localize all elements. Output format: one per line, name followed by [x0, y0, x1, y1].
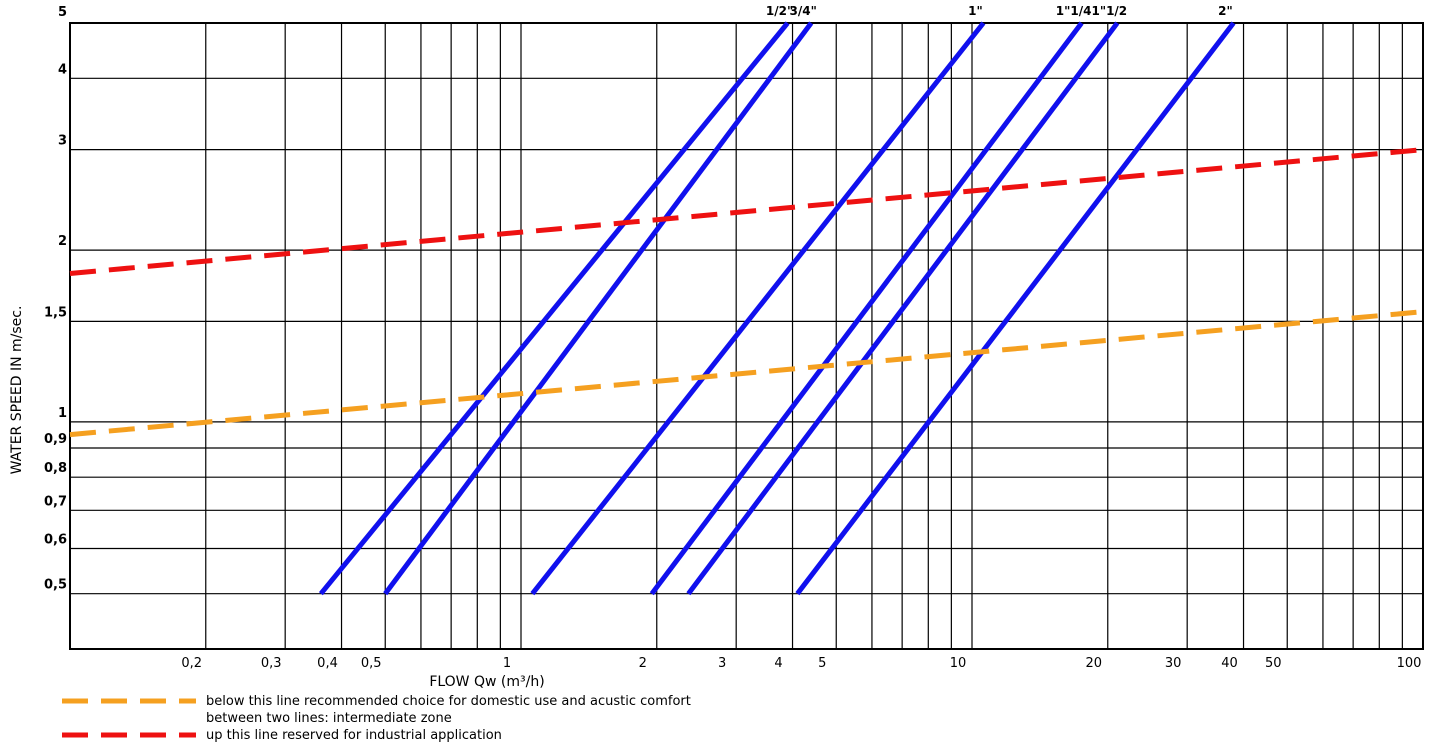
y-tick-label: 2	[58, 234, 67, 249]
y-tick-label: 0,8	[44, 461, 67, 476]
x-tick-label: 0,2	[181, 656, 202, 671]
x-tick-label: 10	[950, 656, 967, 671]
pipe-size-label: 1/2"	[766, 4, 793, 18]
x-tick-label: 40	[1221, 656, 1238, 671]
x-tick-label: 20	[1085, 656, 1102, 671]
y-tick-label: 0,5	[44, 578, 67, 593]
legend: below this line recommended choice for d…	[62, 694, 691, 743]
y-tick-label: 1	[58, 406, 67, 421]
pipe-line-0	[318, 21, 790, 596]
pipe-line-4	[686, 21, 1120, 596]
pipe-size-label: 2"	[1218, 4, 1233, 18]
pipe-line-3	[649, 21, 1084, 596]
x-tick-label: 1	[503, 656, 511, 671]
legend-text: up this line reserved for industrial app…	[206, 728, 502, 743]
y-tick-label: 3	[58, 134, 67, 149]
x-tick-label: 0,3	[261, 656, 282, 671]
x-tick-label: 5	[818, 656, 826, 671]
industrial-threshold-line	[69, 147, 1424, 276]
y-tick-label: 1,5	[44, 305, 67, 320]
pipe-size-label: 1"1/2	[1091, 4, 1127, 18]
legend-text: between two lines: intermediate zone	[206, 711, 452, 726]
tick-labels: 0,2 0,3 0,4 0,5 1 2 3 4 5 10 20 30 40 50 100 0,5 0,6 0,7 0…	[44, 5, 1421, 671]
x-tick-label: 4	[774, 656, 782, 671]
x-tick-label: 2	[639, 656, 647, 671]
x-tick-label: 50	[1265, 656, 1282, 671]
y-tick-label: 4	[58, 62, 67, 77]
pipe-size-label: 1"1/4	[1056, 4, 1092, 18]
x-tick-label: 100	[1397, 656, 1422, 671]
pipe-size-label: 3/4"	[790, 4, 817, 18]
pipe-size-label: 1"	[968, 4, 983, 18]
domestic-threshold-line	[69, 309, 1424, 438]
y-axis-label: WATER SPEED IN m/sec.	[9, 306, 25, 475]
series-lines	[69, 21, 1424, 596]
y-tick-label: 0,7	[44, 494, 67, 509]
pipe-line-1	[383, 21, 814, 596]
plot-frame	[69, 22, 1424, 650]
x-axis-label: FLOW Qw (m³/h)	[429, 674, 544, 690]
legend-text: below this line recommended choice for d…	[206, 694, 691, 709]
x-tick-label: 3	[718, 656, 726, 671]
grid	[69, 22, 1424, 650]
y-tick-label: 0,9	[44, 432, 67, 447]
x-tick-label: 0,4	[317, 656, 338, 671]
y-tick-label: 5	[58, 5, 67, 20]
y-tick-label: 0,6	[44, 533, 67, 548]
x-tick-label: 30	[1165, 656, 1182, 671]
series-labels: 1/2"3/4" 1" 1"1/4 1"1/2 2"	[766, 4, 1233, 18]
pipe-line-2	[530, 21, 986, 596]
pipe-line-5	[795, 21, 1236, 596]
x-tick-label: 0,5	[361, 656, 382, 671]
